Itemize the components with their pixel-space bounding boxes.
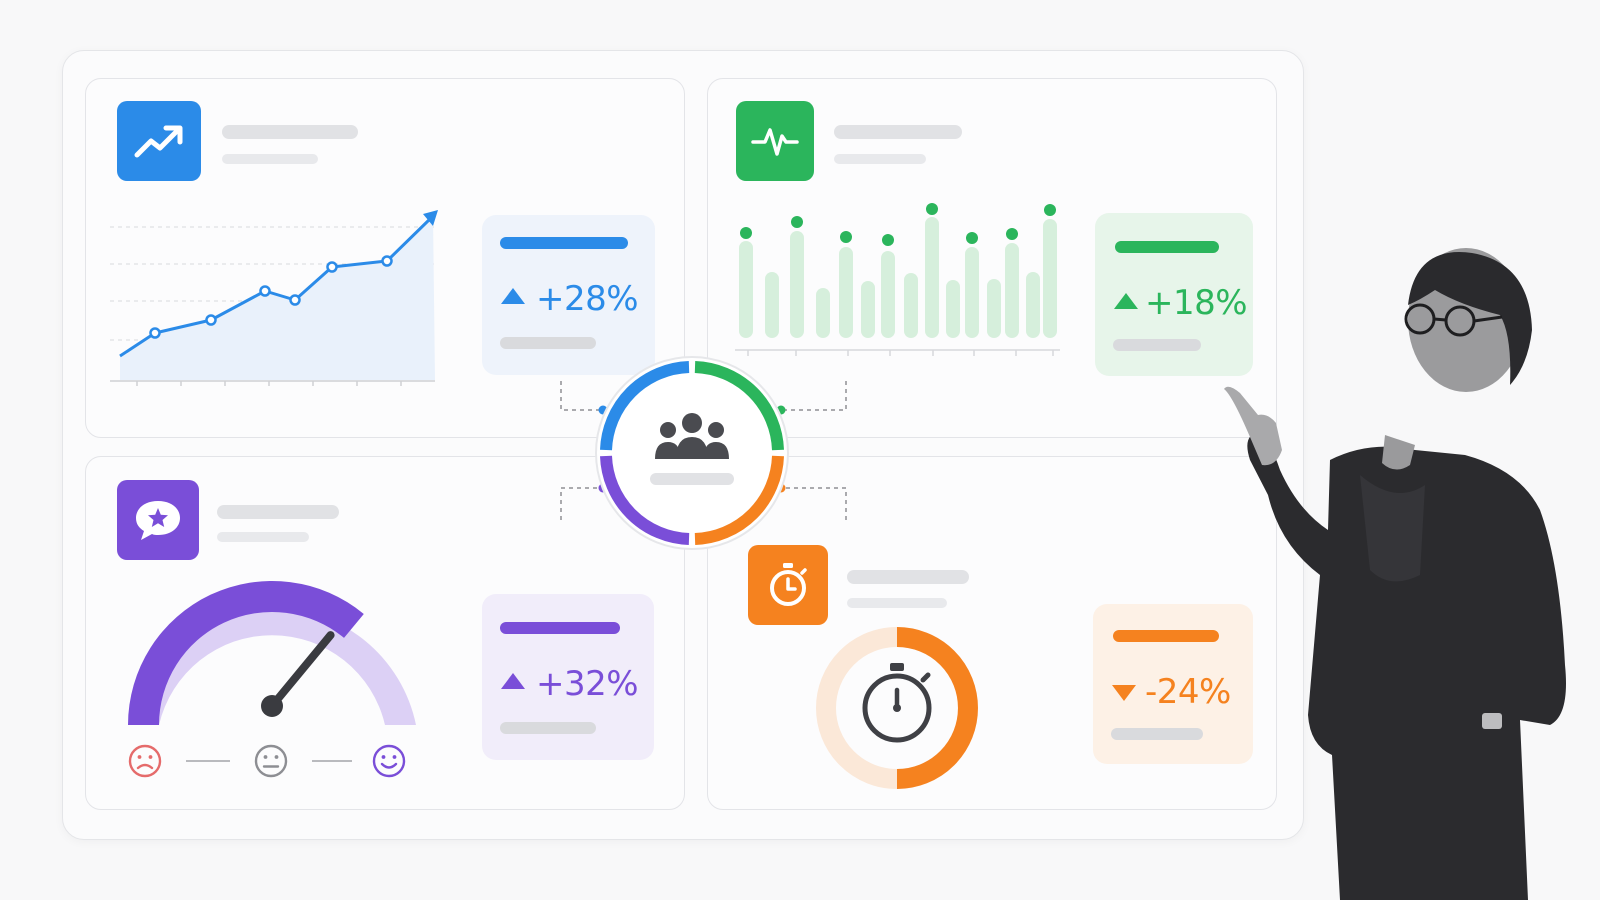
growth-kpi-value: +28% (536, 279, 639, 319)
chat-star-icon (117, 480, 199, 560)
team-hub (595, 356, 789, 550)
trend-up-icon (117, 101, 201, 181)
growth-line-chart (110, 210, 438, 386)
satisfaction-kpi-value: +32% (536, 664, 639, 704)
sad-face-icon (128, 744, 162, 778)
time-ring-chart (816, 627, 978, 789)
time-kpi-value: -24% (1145, 672, 1231, 712)
team-icon (655, 413, 729, 459)
activity-bar-chart (735, 203, 1060, 356)
up-arrow-icon (501, 288, 525, 304)
growth-subtitle-placeholder (222, 154, 318, 164)
time-subtitle-placeholder (847, 598, 947, 608)
satisfaction-subtitle-placeholder (217, 532, 309, 542)
scale-divider (186, 760, 230, 762)
time-title-placeholder (847, 570, 969, 584)
up-arrow-icon (501, 673, 525, 689)
up-arrow-icon (1114, 293, 1138, 309)
happy-face-icon (372, 744, 406, 778)
time-kpi-card: -24% (1093, 604, 1253, 764)
neutral-face-icon (254, 744, 288, 778)
satisfaction-title-placeholder (217, 505, 339, 519)
hub-connectors (560, 381, 847, 520)
activity-kpi-value: +18% (1145, 283, 1248, 323)
down-arrow-icon (1112, 685, 1136, 701)
pulse-icon (736, 101, 814, 181)
activity-kpi-card: +18% (1095, 213, 1253, 376)
satisfaction-gauge (127, 580, 416, 725)
activity-title-placeholder (834, 125, 962, 139)
activity-subtitle-placeholder (834, 154, 926, 164)
stopwatch-icon (748, 545, 828, 625)
presenter-person (1224, 248, 1566, 900)
growth-kpi-card: +28% (482, 215, 655, 375)
growth-title-placeholder (222, 125, 358, 139)
scale-divider (312, 760, 352, 762)
satisfaction-kpi-card: +32% (482, 594, 654, 760)
